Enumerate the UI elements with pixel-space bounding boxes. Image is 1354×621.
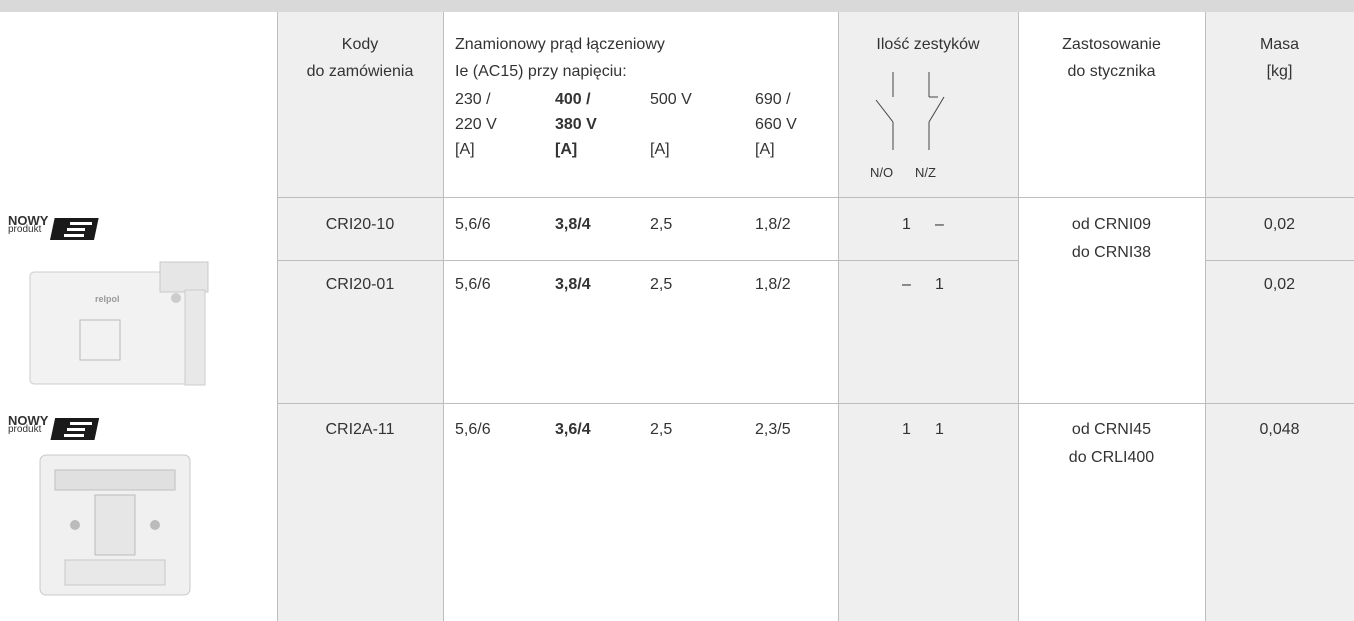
voltage-header: 660 V (755, 115, 797, 135)
contact-symbol (876, 72, 944, 150)
mass-value: 0,02 (1205, 275, 1354, 295)
header-current: Znamionowy prąd łączeniowy (455, 35, 665, 55)
order-code: CRI20-10 (277, 215, 443, 235)
application: do CRNI38 (1018, 243, 1205, 263)
svg-text:relpol: relpol (95, 294, 120, 304)
header-codes: Kody (277, 35, 443, 55)
current-value: 2,5 (650, 215, 672, 235)
voltage-header: [A] (650, 140, 670, 160)
order-code: CRI20-01 (277, 275, 443, 295)
current-value: 2,5 (650, 275, 672, 295)
header-application: Zastosowanie (1018, 35, 1205, 55)
current-value: 3,8/4 (555, 275, 591, 295)
header-codes: do zamówienia (277, 62, 443, 82)
header-mass: [kg] (1205, 62, 1354, 82)
application: do CRLI400 (1018, 448, 1205, 468)
contact-label: N/O (870, 166, 893, 179)
voltage-header: 500 V (650, 90, 692, 110)
header-contacts: Ilość zestyków (838, 35, 1018, 55)
header-application: do stycznika (1018, 62, 1205, 82)
order-code: CRI2A-11 (277, 420, 443, 440)
current-value: 2,3/5 (755, 420, 791, 440)
application: od CRNI09 (1018, 215, 1205, 235)
voltage-header: 230 / (455, 90, 491, 110)
current-value: 1,8/2 (755, 275, 791, 295)
contact-count: – (902, 275, 911, 295)
contact-label: N/Z (915, 166, 936, 179)
current-value: 3,6/4 (555, 420, 591, 440)
contact-count: 1 (935, 420, 944, 440)
contact-count: 1 (902, 420, 911, 440)
mass-value: 0,02 (1205, 215, 1354, 235)
badge-text: produkt (8, 425, 41, 435)
voltage-header: [A] (555, 140, 577, 160)
current-value: 5,6/6 (455, 275, 491, 295)
current-value: 1,8/2 (755, 215, 791, 235)
mass-value: 0,048 (1205, 420, 1354, 440)
header-mass: Masa (1205, 35, 1354, 55)
contact-count: 1 (902, 215, 911, 235)
current-value: 3,8/4 (555, 215, 591, 235)
contact-count: 1 (935, 275, 944, 295)
page: relpol Kody do zamówienia Znamionowy prąd … (0, 0, 1354, 621)
voltage-header: [A] (455, 140, 475, 160)
current-value: 5,6/6 (455, 215, 491, 235)
header-current-sub: Ie (AC15) przy napięciu: (455, 62, 627, 82)
voltage-header: 690 / (755, 90, 791, 110)
voltage-header: [A] (755, 140, 775, 160)
voltage-header: 400 / (555, 90, 591, 110)
badge-text: produkt (8, 225, 41, 235)
contact-count: – (935, 215, 944, 235)
voltage-header: 220 V (455, 115, 497, 135)
application: od CRNI45 (1018, 420, 1205, 440)
voltage-header: 380 V (555, 115, 597, 135)
current-value: 2,5 (650, 420, 672, 440)
current-value: 5,6/6 (455, 420, 491, 440)
